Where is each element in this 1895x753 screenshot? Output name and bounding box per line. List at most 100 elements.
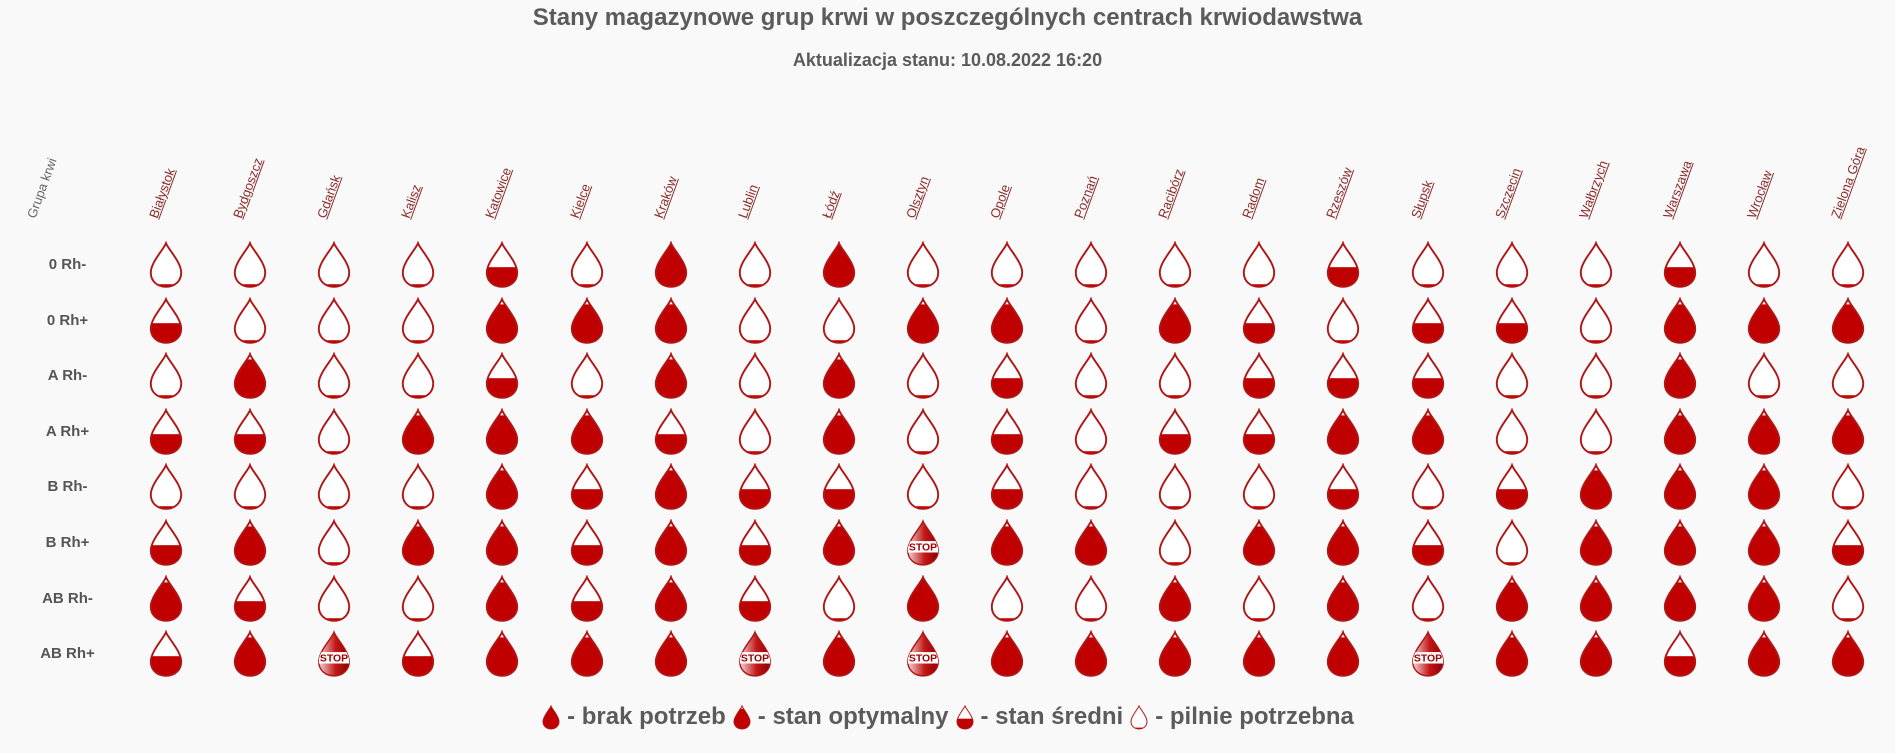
city-link[interactable]: Rzeszów: [1323, 165, 1356, 221]
city-link[interactable]: Kielce: [566, 181, 593, 221]
blood-drop-icon[interactable]: [147, 407, 185, 456]
blood-drop-icon[interactable]: [568, 463, 606, 511]
blood-drop-icon[interactable]: [1577, 463, 1615, 511]
blood-drop-icon[interactable]: [315, 352, 353, 400]
blood-drop-icon[interactable]: [568, 407, 606, 456]
city-link[interactable]: Opole: [987, 182, 1013, 221]
blood-drop-icon[interactable]: [1745, 241, 1783, 289]
blood-drop-icon[interactable]: [1493, 352, 1531, 400]
blood-drop-icon[interactable]: [399, 630, 437, 678]
blood-drop-icon[interactable]: [1577, 296, 1615, 345]
city-link[interactable]: Białystok: [146, 166, 178, 221]
blood-drop-icon[interactable]: [1156, 296, 1194, 345]
blood-drop-icon[interactable]: [820, 463, 858, 511]
blood-drop-icon[interactable]: [1240, 574, 1278, 623]
city-link[interactable]: Wrocław: [1743, 168, 1775, 221]
blood-drop-icon[interactable]: [736, 407, 774, 456]
blood-drop-icon[interactable]: [315, 463, 353, 511]
blood-drop-icon[interactable]: [1577, 630, 1615, 678]
blood-drop-icon[interactable]: [1577, 352, 1615, 400]
blood-drop-icon[interactable]: [1072, 630, 1110, 678]
blood-drop-icon[interactable]: [1745, 630, 1783, 678]
blood-drop-icon[interactable]: [1156, 574, 1194, 623]
blood-drop-icon[interactable]: [988, 519, 1026, 567]
blood-drop-icon[interactable]: [1324, 574, 1362, 623]
city-link[interactable]: Gdańsk: [314, 172, 344, 221]
blood-drop-icon[interactable]: [1493, 630, 1531, 678]
blood-drop-icon[interactable]: [1240, 630, 1278, 678]
blood-drop-icon[interactable]: [904, 574, 942, 623]
blood-drop-icon[interactable]: [1829, 241, 1867, 289]
blood-drop-icon[interactable]: [315, 407, 353, 456]
blood-drop-icon[interactable]: [1156, 463, 1194, 511]
blood-drop-icon[interactable]: [1156, 352, 1194, 400]
blood-drop-icon[interactable]: [1240, 352, 1278, 400]
blood-drop-icon[interactable]: [399, 352, 437, 400]
blood-drop-icon[interactable]: [483, 630, 521, 678]
blood-drop-icon[interactable]: [820, 296, 858, 345]
blood-drop-icon[interactable]: [1745, 352, 1783, 400]
blood-drop-icon[interactable]: [1661, 463, 1699, 511]
blood-drop-icon[interactable]: [1661, 407, 1699, 456]
city-link[interactable]: Olsztyn: [902, 174, 932, 221]
blood-drop-icon[interactable]: [568, 574, 606, 623]
blood-drop-icon[interactable]: [736, 574, 774, 623]
blood-drop-icon[interactable]: [1072, 574, 1110, 623]
city-link[interactable]: Słupsk: [1407, 178, 1435, 221]
blood-drop-icon[interactable]: [736, 241, 774, 289]
blood-drop-icon[interactable]: [1661, 352, 1699, 400]
blood-drop-icon[interactable]: [820, 241, 858, 289]
blood-drop-icon[interactable]: [1072, 463, 1110, 511]
blood-drop-icon[interactable]: [231, 352, 269, 400]
city-link[interactable]: Bydgoszcz: [230, 155, 266, 221]
blood-drop-icon[interactable]: [820, 352, 858, 400]
blood-drop-icon[interactable]: [652, 463, 690, 511]
blood-drop-icon[interactable]: [315, 519, 353, 567]
city-link[interactable]: Poznań: [1071, 173, 1101, 221]
blood-drop-icon[interactable]: [568, 519, 606, 567]
blood-drop-icon[interactable]: [652, 407, 690, 456]
blood-drop-icon[interactable]: [231, 630, 269, 678]
blood-drop-icon[interactable]: [399, 463, 437, 511]
blood-drop-icon[interactable]: [147, 296, 185, 345]
blood-drop-icon[interactable]: [1409, 407, 1447, 456]
blood-drop-icon[interactable]: STOP: [1409, 630, 1447, 678]
blood-drop-icon[interactable]: [1240, 407, 1278, 456]
blood-drop-icon[interactable]: [399, 296, 437, 345]
blood-drop-icon[interactable]: [1745, 519, 1783, 567]
blood-drop-icon[interactable]: [1324, 630, 1362, 678]
blood-drop-icon[interactable]: [736, 352, 774, 400]
blood-drop-icon[interactable]: [904, 296, 942, 345]
blood-drop-icon[interactable]: [1240, 519, 1278, 567]
blood-drop-icon[interactable]: [1577, 241, 1615, 289]
blood-drop-icon[interactable]: [147, 519, 185, 567]
blood-drop-icon[interactable]: [568, 352, 606, 400]
blood-drop-icon[interactable]: [231, 296, 269, 345]
blood-drop-icon[interactable]: [147, 574, 185, 623]
blood-drop-icon[interactable]: [1156, 519, 1194, 567]
blood-drop-icon[interactable]: [988, 296, 1026, 345]
blood-drop-icon[interactable]: [399, 519, 437, 567]
blood-drop-icon[interactable]: [1829, 574, 1867, 623]
blood-drop-icon[interactable]: [231, 519, 269, 567]
blood-drop-icon[interactable]: [820, 630, 858, 678]
blood-drop-icon[interactable]: [1661, 296, 1699, 345]
blood-drop-icon[interactable]: [568, 630, 606, 678]
city-link[interactable]: Racibórz: [1155, 166, 1187, 221]
blood-drop-icon[interactable]: [147, 352, 185, 400]
blood-drop-icon[interactable]: [820, 574, 858, 623]
blood-drop-icon[interactable]: [904, 407, 942, 456]
blood-drop-icon[interactable]: [568, 296, 606, 345]
blood-drop-icon[interactable]: [988, 463, 1026, 511]
blood-drop-icon[interactable]: [1661, 574, 1699, 623]
blood-drop-icon[interactable]: [483, 574, 521, 623]
blood-drop-icon[interactable]: [1072, 352, 1110, 400]
blood-drop-icon[interactable]: [483, 519, 521, 567]
blood-drop-icon[interactable]: [315, 296, 353, 345]
blood-drop-icon[interactable]: [652, 296, 690, 345]
blood-drop-icon[interactable]: [1156, 407, 1194, 456]
city-link[interactable]: Lublin: [734, 182, 761, 221]
blood-drop-icon[interactable]: [483, 352, 521, 400]
blood-drop-icon[interactable]: [736, 519, 774, 567]
blood-drop-icon[interactable]: [1577, 519, 1615, 567]
